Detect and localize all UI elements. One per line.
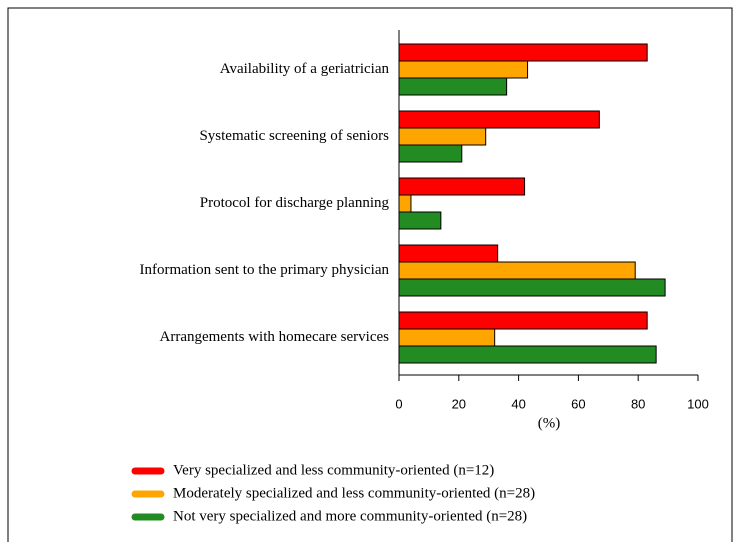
bar [398,211,442,230]
bar [398,110,600,129]
bar [398,43,648,62]
x-tick-label: 20 [452,396,466,411]
y-tick-label: Systematic screening of seniors [199,128,389,144]
y-tick-label: Information sent to the primary physicia… [139,262,389,278]
frame [7,7,733,542]
y-tick-label: Availability of a geriatrician [220,61,390,77]
bar [398,278,666,297]
legend-label: Very specialized and less community-orie… [173,462,494,478]
bar [398,77,508,96]
x-tick-label: 0 [395,396,402,411]
bar [398,311,648,330]
bar [398,261,636,280]
y-tick-label: Protocol for discharge planning [200,195,390,211]
bar [398,345,657,364]
x-tick-label: 40 [511,396,525,411]
bar [398,177,526,196]
x-tick-label: 60 [571,396,585,411]
bar [398,127,487,146]
bar [398,328,496,347]
x-tick-label: 100 [687,396,709,411]
bar [398,194,412,213]
y-tick-label: Arrangements with homecare services [160,329,390,345]
x-tick-label: 80 [631,396,645,411]
x-axis-label: (%) [538,415,561,431]
bar [398,60,529,79]
bar [398,244,499,263]
bar [398,144,463,163]
legend-label: Not very specialized and more community-… [173,508,527,524]
legend-label: Moderately specialized and less communit… [173,485,535,501]
